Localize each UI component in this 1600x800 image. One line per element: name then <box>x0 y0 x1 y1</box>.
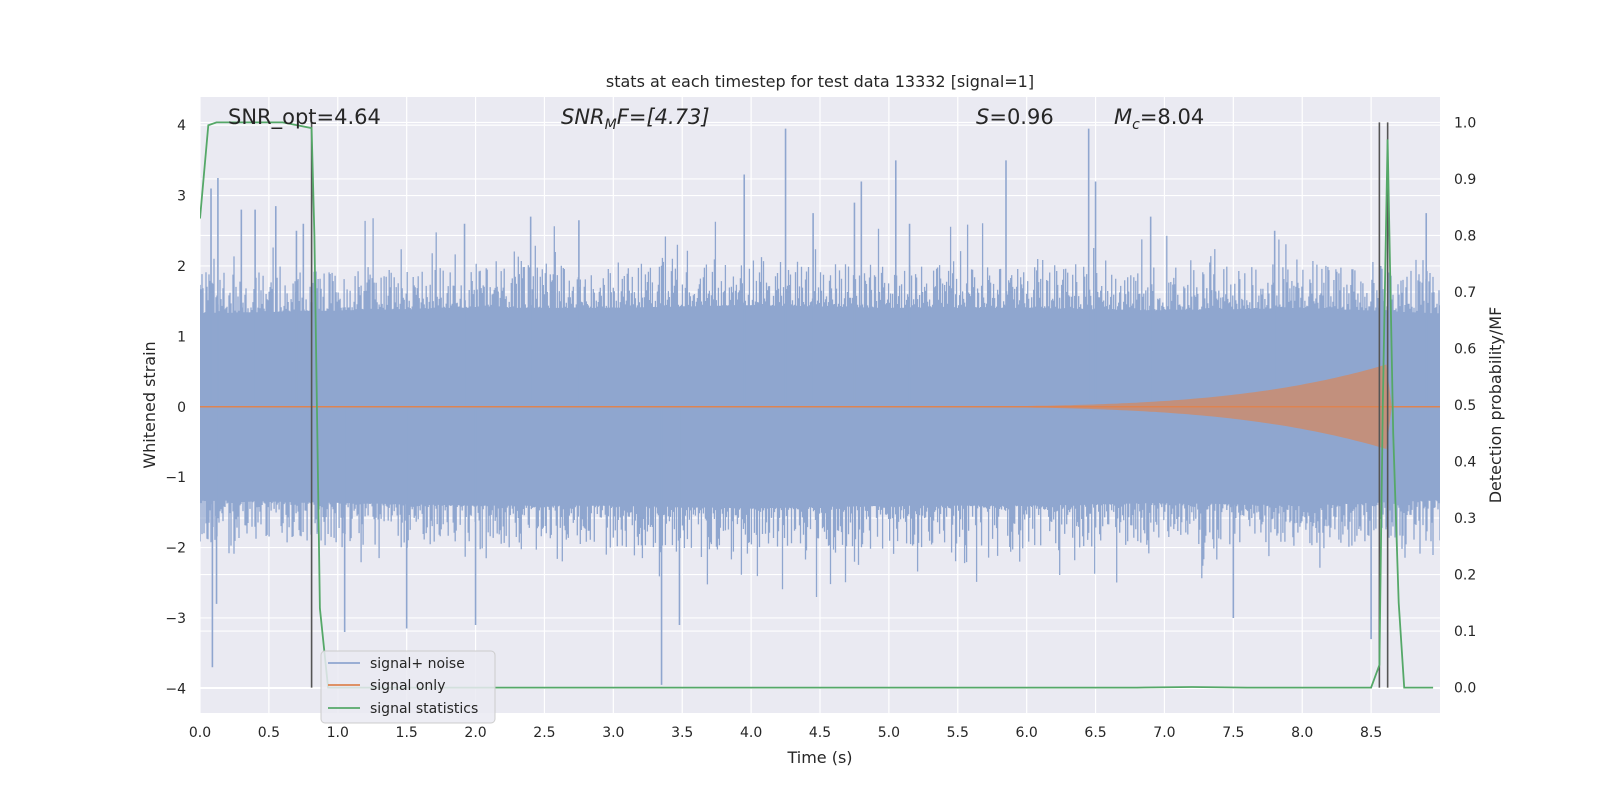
y-axis-label: Whitened strain <box>140 341 159 468</box>
x-tick-label: 2.0 <box>464 725 486 741</box>
y2-tick-label: 0.1 <box>1454 624 1476 640</box>
y2-tick-label: 1.0 <box>1454 115 1476 131</box>
annotation-snr-mf: SNRMF=[4.73] <box>561 105 710 133</box>
legend-label-signal-noise: signal+ noise <box>370 656 465 672</box>
y2-tick-label: 0.9 <box>1454 172 1476 188</box>
x-tick-label: 8.5 <box>1360 725 1382 741</box>
x-tick-label: 0.5 <box>258 725 280 741</box>
legend-box <box>320 650 496 724</box>
y-tick-label: 4 <box>177 118 186 134</box>
y2-tick-label: 0.8 <box>1454 228 1476 244</box>
x-tick-label: 4.0 <box>740 725 762 741</box>
annotation-s-base: S <box>976 105 989 129</box>
y2-tick-label: 0.0 <box>1454 681 1476 697</box>
y-tick-label: −2 <box>165 541 186 557</box>
x-tick-label: 1.0 <box>327 725 349 741</box>
legend-label-signal-only: signal only <box>370 678 445 694</box>
signal-statistics-series <box>200 121 1434 689</box>
x-tick-label: 3.5 <box>671 725 693 741</box>
annotation-mc-sub: c <box>1132 117 1140 133</box>
x-tick-label: 5.5 <box>947 725 969 741</box>
y2-axis-ticks: 0.0 0.1 0.2 0.3 0.4 0.5 0.6 0.7 0.8 0.9 1.0 <box>1454 115 1476 696</box>
annotation-s-rest: =0.96 <box>989 105 1053 129</box>
x-tick-label: 0.0 <box>189 725 211 741</box>
x-tick-label: 5.0 <box>878 725 900 741</box>
x-tick-label: 7.0 <box>1153 725 1175 741</box>
y2-tick-label: 0.2 <box>1454 568 1476 584</box>
annotation-snr-mf-sub: M <box>605 117 617 133</box>
x-tick-label: 6.0 <box>1016 725 1038 741</box>
annotation-mc-base: M <box>1114 105 1132 129</box>
chart-title: stats at each timestep for test data 133… <box>606 72 1034 91</box>
y2-tick-label: 0.4 <box>1454 455 1476 471</box>
x-tick-label: 7.5 <box>1222 725 1244 741</box>
x-tick-label: 2.5 <box>533 725 555 741</box>
legend-label-signal-statistics: signal statistics <box>370 701 478 717</box>
annotation-snr-mf-base: SNR <box>561 105 605 129</box>
x-tick-label: 6.5 <box>1084 725 1106 741</box>
x-tick-label: 4.5 <box>809 725 831 741</box>
x-tick-label: 3.0 <box>602 725 624 741</box>
legend: signal+ noise signal only signal statist… <box>320 650 496 724</box>
x-tick-label: 1.5 <box>396 725 418 741</box>
y2-axis-label: Detection probability/MF <box>1486 307 1505 504</box>
y-tick-label: 1 <box>177 329 186 345</box>
y-tick-label: −1 <box>165 470 186 486</box>
y-axis-ticks: −4 −3 −2 −1 0 1 2 3 4 <box>165 118 186 697</box>
annotation-s: S=0.96 <box>976 105 1054 129</box>
y2-tick-label: 0.5 <box>1454 398 1476 414</box>
y-tick-label: 0 <box>177 400 186 416</box>
y-tick-label: 2 <box>177 259 186 275</box>
x-tick-label: 8.0 <box>1291 725 1313 741</box>
y-tick-label: −4 <box>165 681 186 697</box>
x-axis-label: Time (s) <box>786 748 852 767</box>
annotation-snr-opt: SNR_opt=4.64 <box>228 105 381 130</box>
signal-noise-spikes <box>210 128 1428 685</box>
y2-tick-label: 0.7 <box>1454 285 1476 301</box>
y-tick-label: 3 <box>177 189 186 205</box>
y2-tick-label: 0.6 <box>1454 341 1476 357</box>
x-axis-ticks: 0.0 0.5 1.0 1.5 2.0 2.5 3.0 3.5 4.0 4.5 5.0 5.5 6.0 6… <box>189 725 1382 741</box>
y2-tick-label: 0.3 <box>1454 511 1476 527</box>
y-tick-label: −3 <box>165 611 186 627</box>
vertical-marker-lines <box>310 122 1389 688</box>
annotation-mc-rest: =8.04 <box>1140 105 1204 129</box>
annotation-mc: Mc=8.04 <box>1114 105 1204 133</box>
annotation-snr-mf-rest: F=[4.73] <box>617 105 710 129</box>
